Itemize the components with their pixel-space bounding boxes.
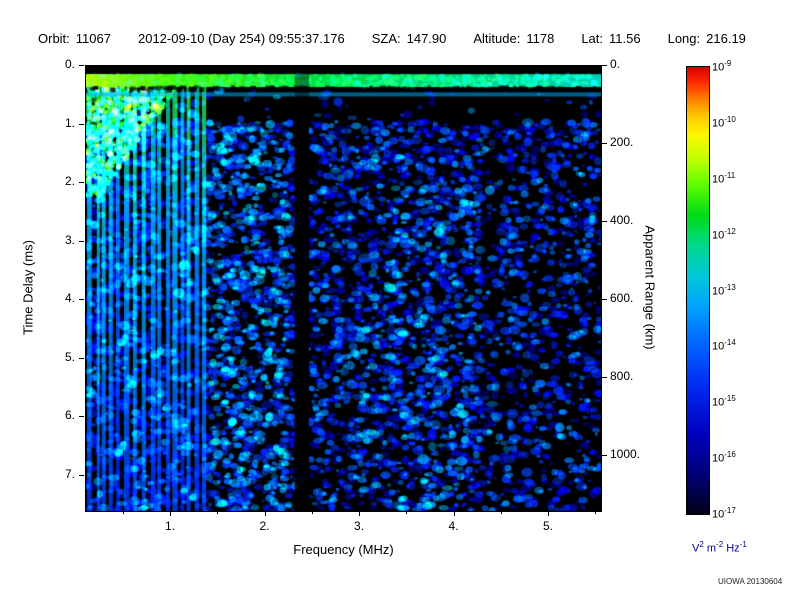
x-tick-label: 4. (448, 519, 459, 533)
y-tick-label-left: 3. (64, 232, 75, 247)
y-tick-label-left: 6. (64, 408, 75, 423)
y-tick-label-right: 400. (610, 213, 634, 228)
x-minor-tick-mark (500, 511, 502, 514)
y-tick-label-left: 1. (64, 115, 75, 130)
colorbar-tick-label: 10-14 (712, 338, 736, 354)
x-tick-mark (548, 511, 550, 516)
y-tick-mark-right (602, 299, 607, 301)
orbit-field: Orbit: 11067 (38, 31, 111, 46)
colorbar-tick-label: 10-9 (712, 59, 732, 74)
lat-field: Lat: 11.56 (581, 31, 640, 46)
y-axis-title-left: Time Delay (ms) (20, 240, 36, 335)
y-tick-mark-left (79, 182, 84, 184)
y-tick-mark-left (79, 416, 84, 418)
y-tick-label-left: 2. (64, 174, 75, 189)
spectrogram-plot (85, 65, 602, 512)
x-axis-title: Frequency (MHz) (293, 542, 394, 557)
x-tick-label: 3. (354, 519, 365, 533)
y-tick-label-left: 4. (64, 291, 75, 306)
y-tick-mark-left (79, 299, 84, 301)
y-tick-mark-right (602, 143, 607, 145)
x-tick-label: 5. (543, 519, 554, 533)
y-tick-label-right: 600. (610, 291, 634, 306)
colorbar-tick-label: 10-15 (712, 394, 736, 409)
header-info-bar: Orbit: 11067 2012-09-10 (Day 254) 09:55:… (38, 31, 778, 46)
datetime-value: 2012-09-10 (Day 254) 09:55:37.176 (137, 31, 345, 46)
x-tick-mark (359, 511, 361, 516)
y-tick-mark-right (602, 65, 607, 66)
y-tick-label-right: 200. (610, 135, 634, 150)
x-tick-label: 1. (165, 519, 176, 533)
x-tick-mark (170, 511, 172, 516)
colorbar-tick-label: 10-10 (712, 114, 736, 130)
sza-value: 147.90 (406, 31, 447, 46)
y-tick-label-right: 800. (610, 369, 634, 384)
x-minor-tick-mark (217, 511, 219, 514)
y-tick-label-left: 0. (64, 57, 75, 71)
datetime-field: 2012-09-10 (Day 254) 09:55:37.176 (138, 31, 345, 46)
y-tick-mark-left (79, 474, 84, 476)
sza-label: SZA: (371, 31, 401, 46)
x-tick-mark (264, 511, 266, 516)
y-tick-label-right: 1000. (610, 447, 641, 462)
colorbar-gradient (687, 67, 709, 514)
colorbar-tick-label: 10-13 (712, 282, 736, 298)
colorbar (686, 66, 710, 515)
y-tick-label-left: 7. (64, 466, 75, 481)
y-tick-mark-right (602, 455, 607, 457)
colorbar-unit-label: V2 m-2 Hz-1 (692, 540, 747, 555)
colorbar-tick-label: 10-12 (712, 226, 736, 242)
lat-value: 11.56 (609, 31, 641, 46)
x-tick-mark (453, 511, 455, 516)
colorbar-tick-label: 10-16 (712, 450, 736, 465)
y-tick-mark-right (602, 377, 607, 379)
y-tick-mark-left (79, 240, 84, 242)
y-tick-label-right: 0. (610, 57, 621, 71)
colorbar-tick-label: 10-11 (712, 170, 736, 186)
x-minor-tick-mark (311, 511, 313, 514)
sza-field: SZA: 147.90 (372, 31, 447, 46)
long-field: Long: 216.19 (668, 31, 746, 46)
orbit-value: 11067 (75, 31, 111, 46)
y-tick-mark-left (79, 357, 84, 359)
watermark-text: UIOWA 20130604 (718, 577, 783, 586)
x-minor-tick-mark (406, 511, 408, 514)
long-label: Long: (667, 31, 701, 46)
y-tick-label-left: 5. (64, 349, 75, 364)
y-tick-mark-left (79, 123, 84, 125)
lat-label: Lat: (581, 31, 604, 46)
altitude-label: Altitude: (473, 31, 521, 46)
y-tick-mark-right (602, 221, 607, 223)
x-minor-tick-mark (595, 511, 597, 514)
y-axis-title-right: Apparent Range (km) (642, 225, 658, 350)
colorbar-tick-label: 10-17 (712, 506, 736, 521)
altitude-field: Altitude: 1178 (473, 31, 554, 46)
y-tick-mark-left (79, 65, 84, 66)
x-minor-tick-mark (122, 511, 124, 514)
altitude-value: 1178 (526, 31, 555, 46)
spectrogram-canvas (86, 66, 601, 511)
orbit-label: Orbit: (38, 31, 70, 46)
long-value: 216.19 (706, 31, 746, 46)
x-tick-label: 2. (259, 519, 270, 533)
